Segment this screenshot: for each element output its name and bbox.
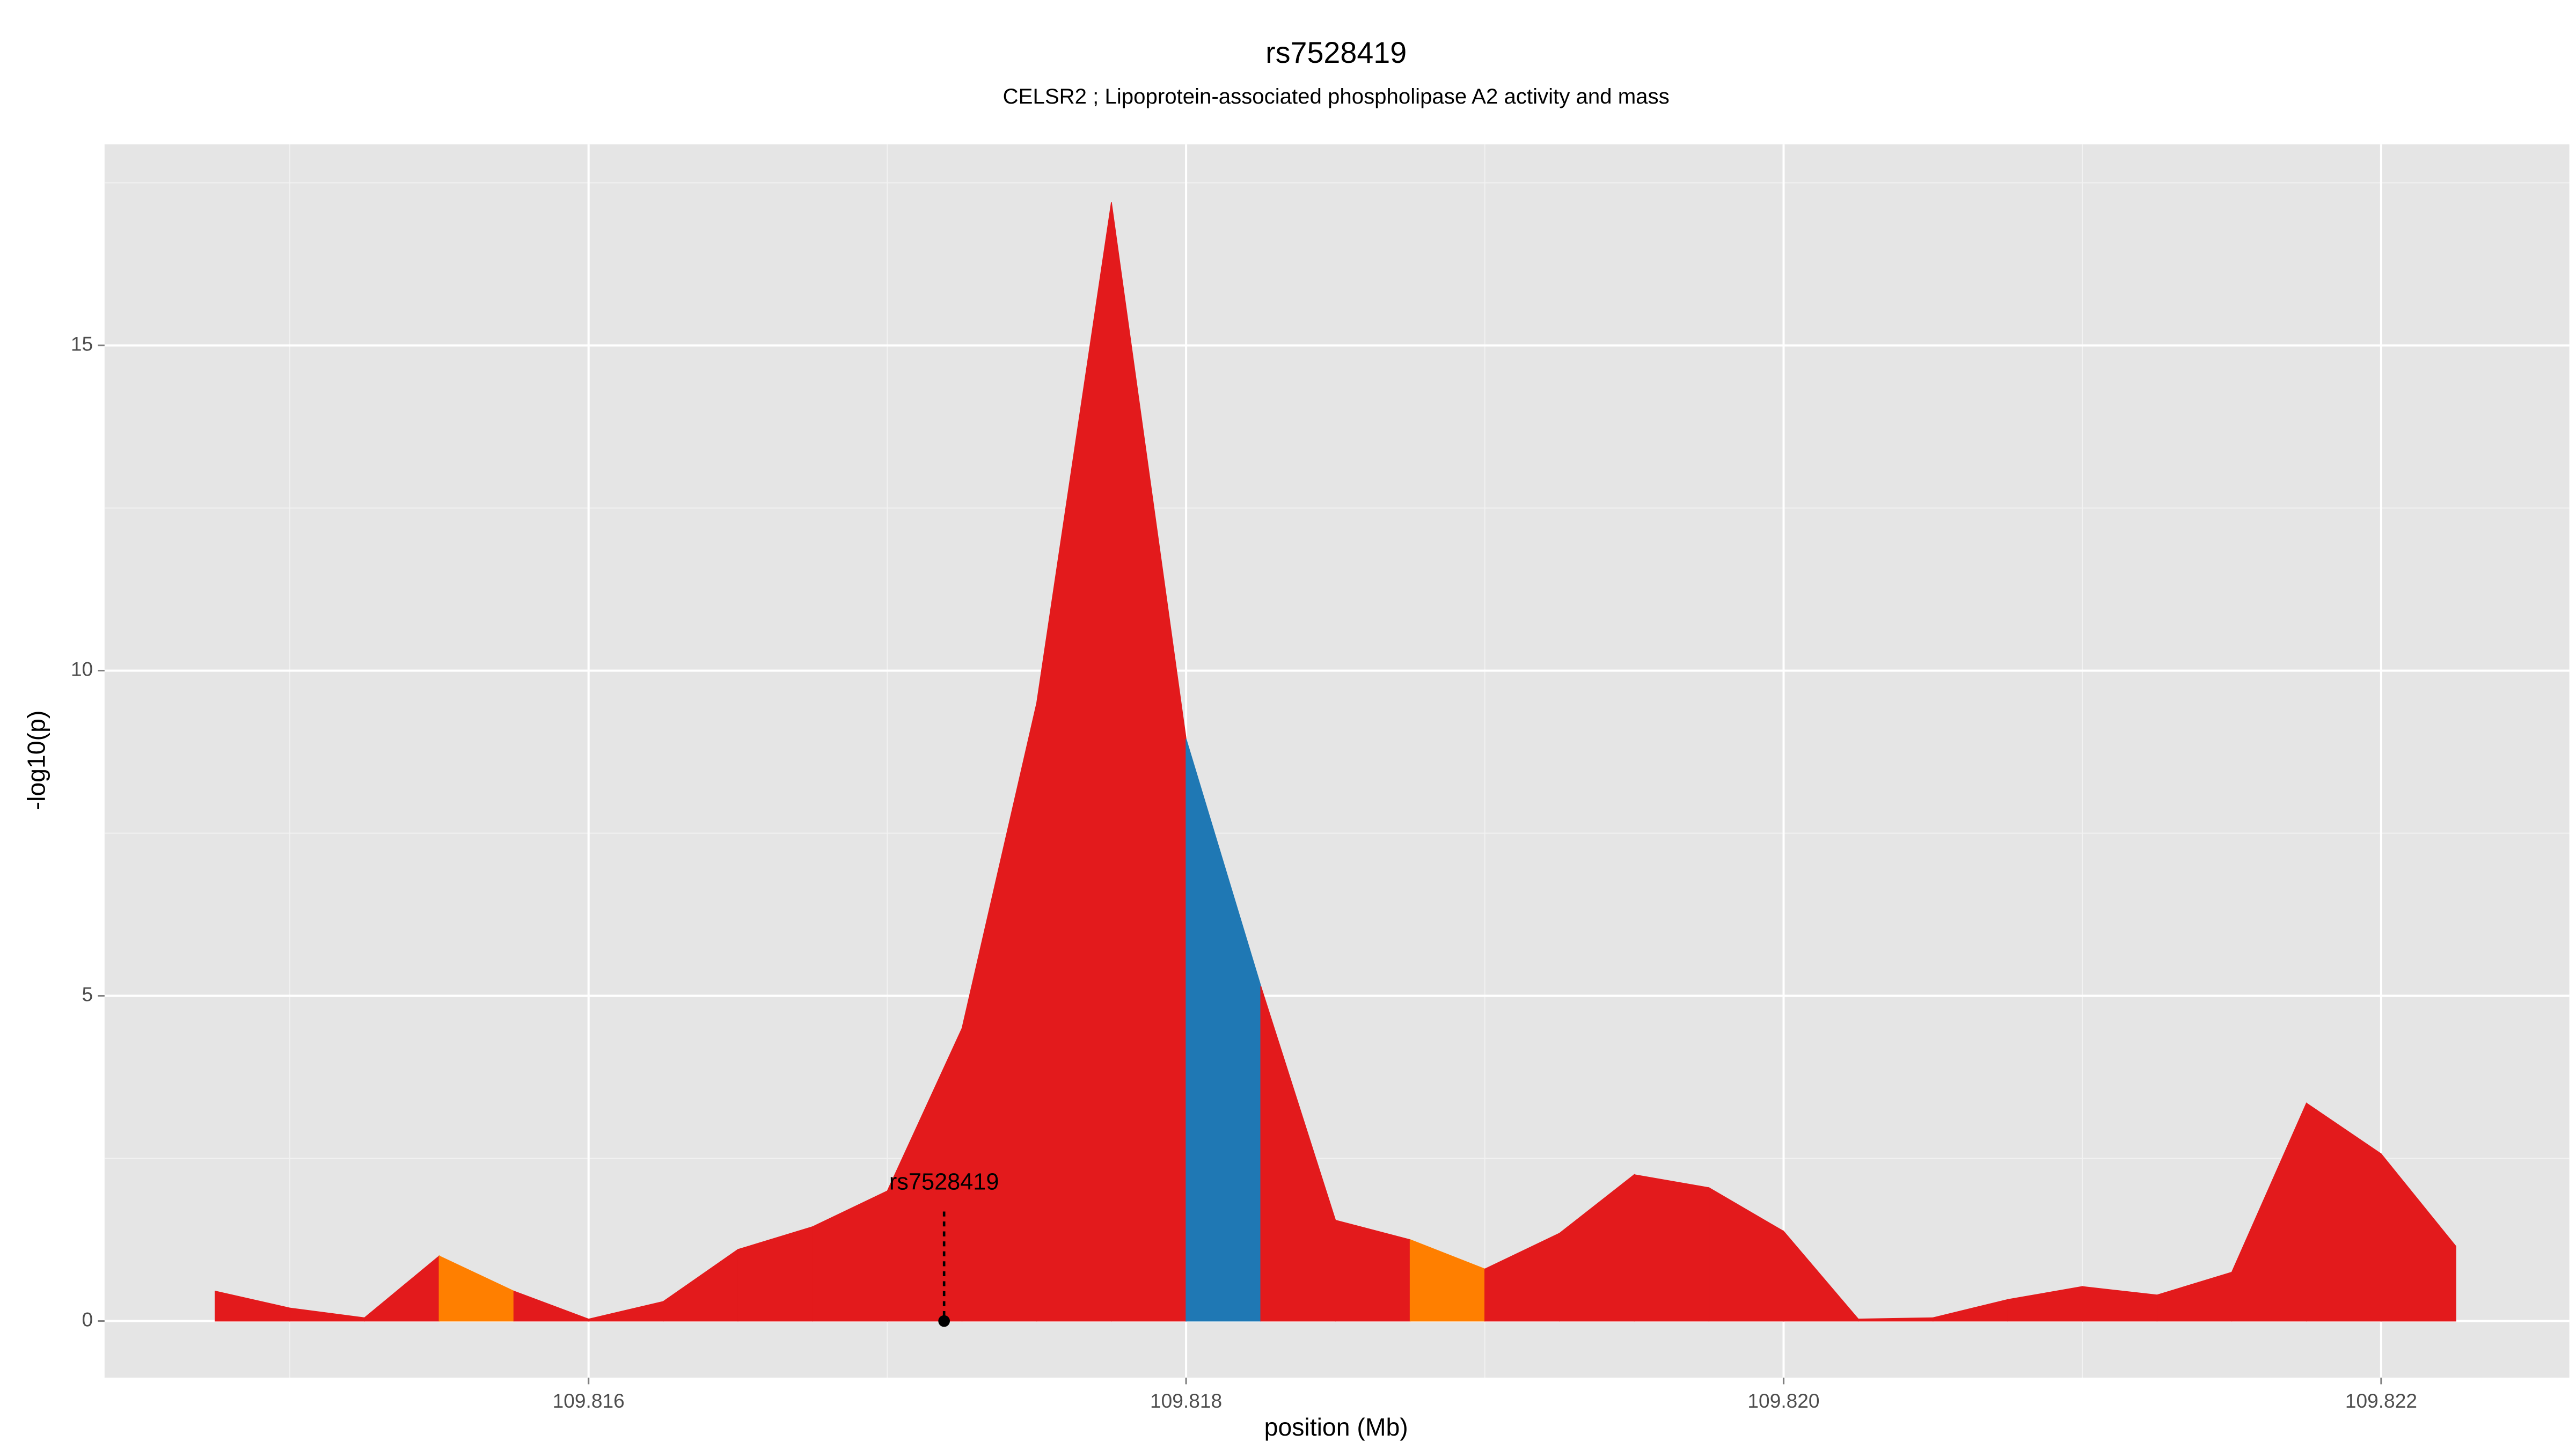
y-tick-label: 5 xyxy=(82,983,93,1005)
area-segment xyxy=(2381,1152,2456,1322)
chart-subtitle: CELSR2 ; Lipoprotein-associated phosphol… xyxy=(1003,84,1670,108)
marks xyxy=(215,202,2456,1322)
y-tick-label: 10 xyxy=(71,657,93,680)
x-tick-label: 109.816 xyxy=(553,1389,625,1412)
area-segment xyxy=(1634,1174,1710,1322)
x-tick-label: 109.818 xyxy=(1150,1389,1222,1412)
x-tick-label: 109.820 xyxy=(1747,1389,1819,1412)
annotation-label: rs7528419 xyxy=(889,1169,999,1195)
y-tick-label: 15 xyxy=(71,332,93,355)
plot-panel xyxy=(104,144,2570,1378)
chart-title: rs7528419 xyxy=(1265,36,1407,69)
y-tick-label: 0 xyxy=(82,1308,93,1330)
x-tick-label: 109.822 xyxy=(2345,1389,2417,1412)
x-axis-label: position (Mb) xyxy=(1264,1413,1408,1441)
annotation-point xyxy=(938,1315,950,1327)
y-axis-label: -log10(p) xyxy=(22,711,50,810)
